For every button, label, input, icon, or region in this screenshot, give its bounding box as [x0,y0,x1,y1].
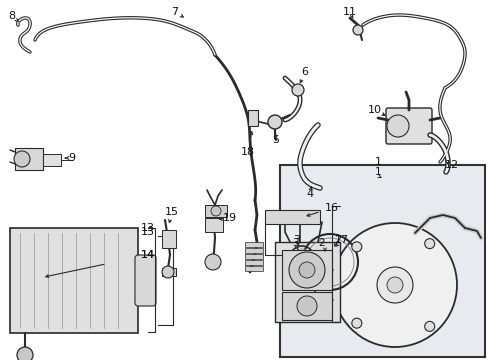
Circle shape [162,266,174,278]
Bar [265,210,320,224]
Bar [282,250,332,290]
Bar [245,254,263,259]
Bar [205,218,223,232]
Text: 8: 8 [8,11,16,21]
Circle shape [205,254,221,270]
Bar [245,248,263,253]
Circle shape [387,277,403,293]
Circle shape [352,242,362,252]
Text: 14: 14 [141,250,155,260]
Circle shape [377,267,413,303]
Text: 7: 7 [172,7,178,17]
Circle shape [211,206,221,216]
Bar [245,242,263,247]
Text: 6: 6 [301,67,309,77]
Text: 3: 3 [294,235,300,245]
Circle shape [299,262,315,278]
Circle shape [387,115,409,137]
Bar [162,230,176,248]
Text: 13: 13 [141,223,155,233]
Circle shape [17,347,33,360]
Text: 2: 2 [335,235,342,245]
Circle shape [352,318,362,328]
Bar [10,228,138,333]
Bar [162,268,176,276]
Circle shape [292,84,304,96]
Circle shape [425,239,435,249]
Text: 4: 4 [306,189,314,199]
Circle shape [425,321,435,331]
Circle shape [353,25,363,35]
Circle shape [268,115,282,129]
FancyBboxPatch shape [386,108,432,144]
Bar [282,292,332,320]
Text: 12: 12 [445,160,459,170]
Circle shape [333,223,457,347]
FancyBboxPatch shape [135,255,156,306]
Circle shape [14,151,30,167]
Text: 10: 10 [368,105,382,115]
Text: 2: 2 [318,238,325,248]
Bar [248,110,258,126]
Circle shape [289,252,325,288]
Text: 1: 1 [374,157,382,167]
Text: 14: 14 [141,250,155,260]
Bar [245,266,263,271]
Bar [15,148,43,170]
Text: 19: 19 [223,213,237,223]
Text: 9: 9 [69,153,75,163]
Text: 5: 5 [272,135,279,145]
Text: 3: 3 [292,238,298,248]
Circle shape [297,296,317,316]
Bar [245,260,263,265]
Text: 1: 1 [375,167,381,177]
Text: 15: 15 [165,207,179,217]
Bar [43,154,61,166]
Bar [275,242,340,322]
Bar [280,165,485,357]
Text: 11: 11 [343,7,357,17]
Text: 16: 16 [325,203,339,213]
Bar [205,205,227,217]
Text: 18: 18 [241,147,255,157]
Text: 13: 13 [141,227,155,237]
Text: 17: 17 [335,235,349,245]
